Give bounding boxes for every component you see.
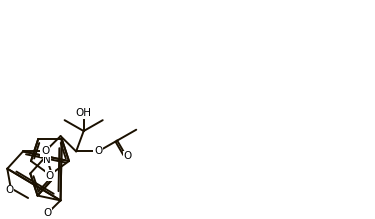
Text: OH: OH <box>76 108 92 118</box>
Text: N: N <box>43 155 51 165</box>
Text: O: O <box>46 171 54 181</box>
Text: O: O <box>43 208 51 218</box>
Text: O: O <box>123 151 131 161</box>
Text: O: O <box>6 185 14 195</box>
Text: O: O <box>41 147 49 156</box>
Text: O: O <box>94 147 102 156</box>
